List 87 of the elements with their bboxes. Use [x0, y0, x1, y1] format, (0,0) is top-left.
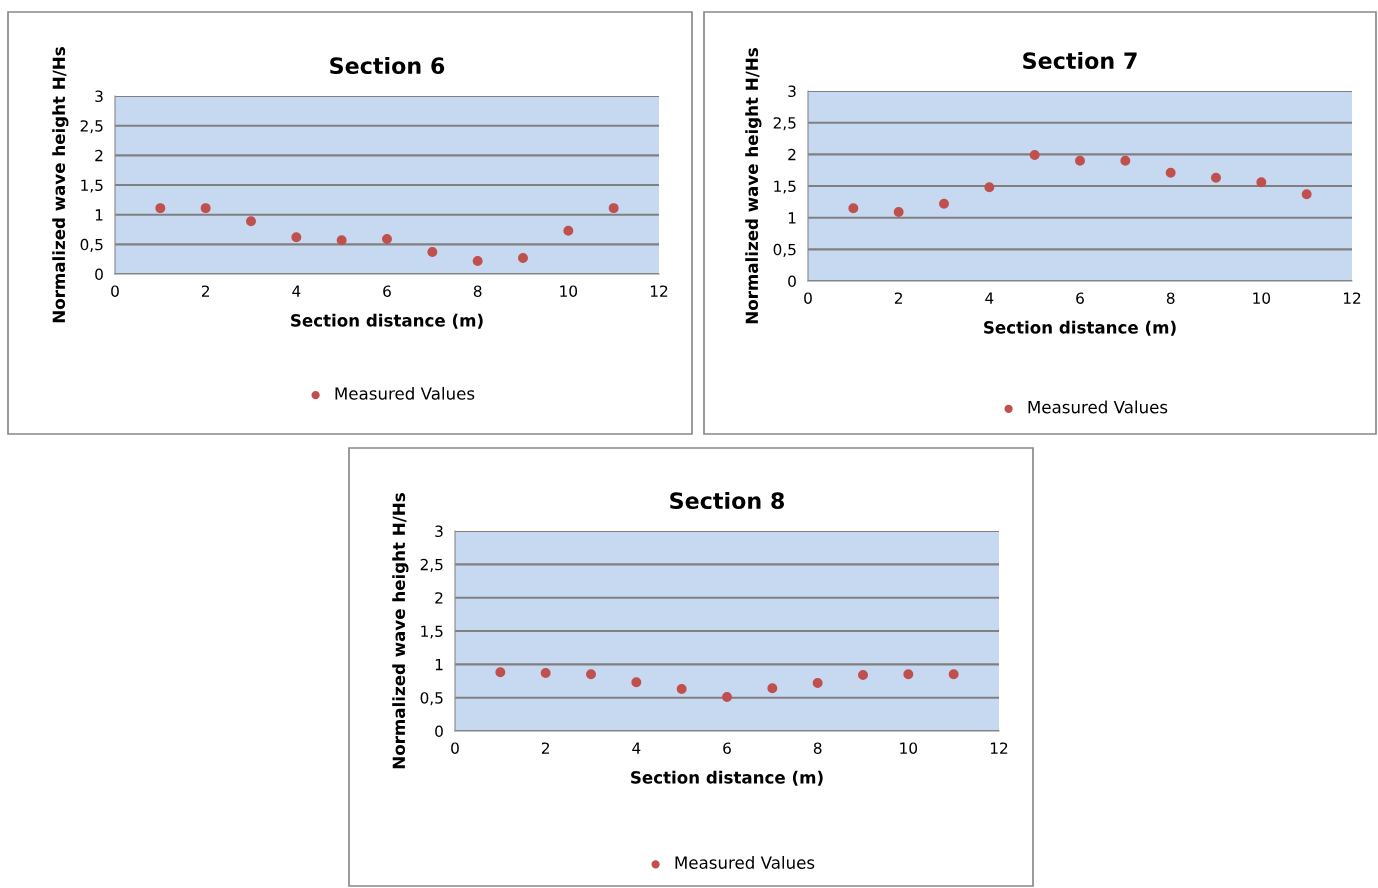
point	[1211, 172, 1221, 183]
point	[948, 669, 959, 680]
y-tick-label: 2,5	[773, 117, 796, 131]
x-tick-label: 2	[894, 292, 902, 304]
x-tick-label: 6	[383, 285, 391, 297]
y-tick-label: 1	[788, 212, 796, 224]
point	[382, 234, 392, 244]
point	[903, 669, 914, 680]
y-tick-label: 2	[95, 149, 103, 162]
x-tick-label: 6	[1076, 292, 1084, 304]
point	[939, 198, 949, 209]
point	[155, 203, 166, 214]
point	[495, 667, 506, 678]
y-axis-title: Normalized wave height H/Hs	[392, 493, 409, 769]
x-tick-label: 8	[1166, 292, 1175, 304]
point	[586, 669, 596, 680]
point	[1075, 155, 1085, 166]
y-tick-label: 3	[435, 525, 443, 538]
y-tick-label: 1,5	[421, 625, 443, 639]
point	[1029, 149, 1040, 160]
x-tick-label: 6	[723, 742, 731, 754]
x-tick-label: 8	[473, 285, 482, 297]
y-tick-label: 1,5	[81, 179, 103, 193]
x-tick-label: 0	[804, 292, 812, 304]
legend-label: Measured Values	[335, 386, 475, 400]
point	[984, 182, 995, 193]
point	[472, 255, 483, 266]
y-tick-label: 2	[435, 592, 443, 604]
point	[1165, 167, 1176, 178]
y-tick-label: 0,5	[80, 238, 103, 252]
x-tick-label: 2	[201, 285, 209, 297]
point	[631, 677, 642, 688]
point	[291, 232, 302, 243]
point	[858, 670, 868, 680]
y-tick-label: 0	[788, 275, 796, 288]
y-tick-label: 2,5	[80, 120, 103, 134]
point	[563, 225, 574, 236]
point	[1120, 155, 1131, 166]
point	[893, 206, 904, 217]
x-tick-label: 4	[292, 285, 301, 297]
point	[1301, 189, 1312, 200]
y-tick-label: 3	[788, 85, 796, 98]
y-axis-title: Normalized wave height H/Hs	[52, 47, 69, 323]
legend-label: Measured Values	[675, 856, 815, 869]
x-axis-title: Section distance (m)	[984, 320, 1176, 336]
y-tick-label: 1	[95, 209, 103, 221]
chart-title: Section 7	[1023, 51, 1137, 70]
point	[246, 216, 256, 227]
x-tick-label: 0	[451, 742, 459, 754]
point	[200, 203, 211, 214]
y-axis-title: Normalized wave height H/Hs	[745, 48, 762, 324]
point	[676, 684, 687, 694]
x-axis-title: Section distance (m)	[291, 313, 483, 329]
x-tick-label: 2	[541, 742, 549, 754]
y-tick-label: 0,5	[773, 243, 796, 257]
y-tick-label: 0	[95, 268, 103, 281]
x-tick-label: 8	[813, 742, 822, 754]
y-tick-label: 0,5	[420, 692, 443, 706]
point	[608, 203, 619, 214]
x-tick-label: 4	[632, 742, 641, 754]
y-tick-label: 2	[788, 148, 796, 161]
x-tick-label: 10	[900, 742, 918, 754]
x-tick-label: 12	[990, 742, 1008, 754]
x-tick-label: 4	[985, 292, 994, 304]
y-tick-label: 0	[435, 725, 443, 738]
chart-title: Section 8	[670, 491, 785, 510]
chart-title: Section 6	[330, 56, 445, 75]
x-tick-label: 12	[1343, 292, 1361, 304]
x-tick-label: 12	[650, 285, 668, 297]
x-axis-title: Section distance (m)	[631, 770, 823, 786]
y-tick-label: 3	[95, 90, 103, 103]
x-tick-label: 0	[111, 285, 119, 297]
point	[812, 678, 823, 688]
y-tick-label: 2,5	[420, 558, 443, 572]
point	[540, 668, 551, 678]
point	[848, 203, 859, 214]
point	[518, 253, 528, 263]
point	[767, 683, 778, 694]
point	[722, 692, 732, 702]
legend-label: Measured Values	[1028, 400, 1168, 414]
point	[427, 247, 438, 258]
x-tick-label: 10	[560, 285, 578, 297]
y-tick-label: 1	[435, 659, 443, 671]
x-tick-label: 10	[1253, 292, 1271, 304]
y-tick-label: 1,5	[774, 180, 796, 194]
point	[1256, 177, 1267, 188]
point	[336, 235, 347, 246]
